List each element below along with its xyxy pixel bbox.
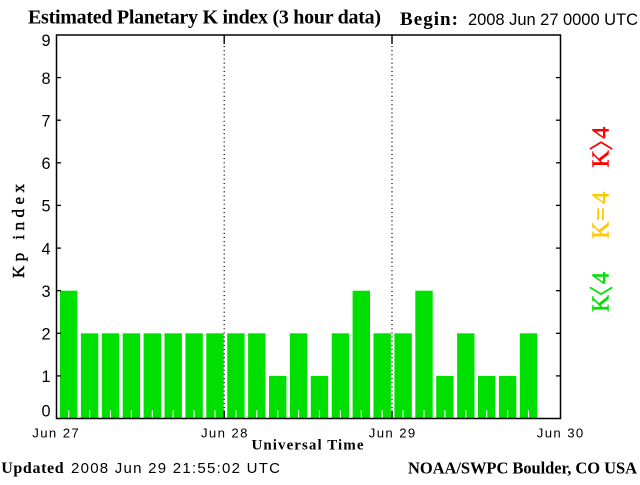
svg-text:4: 4 <box>588 192 614 204</box>
svg-text:4: 4 <box>588 127 614 139</box>
svg-text:6: 6 <box>41 155 50 173</box>
svg-text:Jun 29: Jun 29 <box>369 426 416 441</box>
svg-text:2: 2 <box>41 326 50 344</box>
svg-text:Jun 30: Jun 30 <box>537 426 584 441</box>
svg-text:7: 7 <box>41 113 50 131</box>
svg-text:Updated: Updated <box>1 460 64 477</box>
svg-text:Begin:: Begin: <box>400 9 458 30</box>
svg-text:1: 1 <box>41 368 50 386</box>
svg-text:K: K <box>588 149 614 167</box>
svg-text:Universal Time: Universal Time <box>252 437 364 453</box>
svg-text:K: K <box>588 294 614 312</box>
svg-text:4: 4 <box>588 272 614 284</box>
svg-text:K: K <box>588 221 614 239</box>
svg-text:Jun 28: Jun 28 <box>201 426 248 441</box>
svg-text:2008 Jun 29 21:55:02 UTC: 2008 Jun 29 21:55:02 UTC <box>71 460 280 477</box>
svg-text:8: 8 <box>41 70 50 88</box>
svg-text:5: 5 <box>41 198 50 216</box>
svg-text:4: 4 <box>41 240 50 258</box>
svg-text:NOAA/SWPC Boulder, CO USA: NOAA/SWPC Boulder, CO USA <box>408 459 637 478</box>
svg-text:0: 0 <box>41 403 50 421</box>
svg-text:Jun 27: Jun 27 <box>32 426 79 441</box>
svg-text:2008 Jun 27 0000 UTC: 2008 Jun 27 0000 UTC <box>468 11 638 29</box>
svg-text:Estimated Planetary K index (3: Estimated Planetary K index (3 hour data… <box>28 6 381 28</box>
svg-text:3: 3 <box>41 283 50 301</box>
svg-text:9: 9 <box>41 32 50 50</box>
svg-text:=: = <box>588 207 614 221</box>
